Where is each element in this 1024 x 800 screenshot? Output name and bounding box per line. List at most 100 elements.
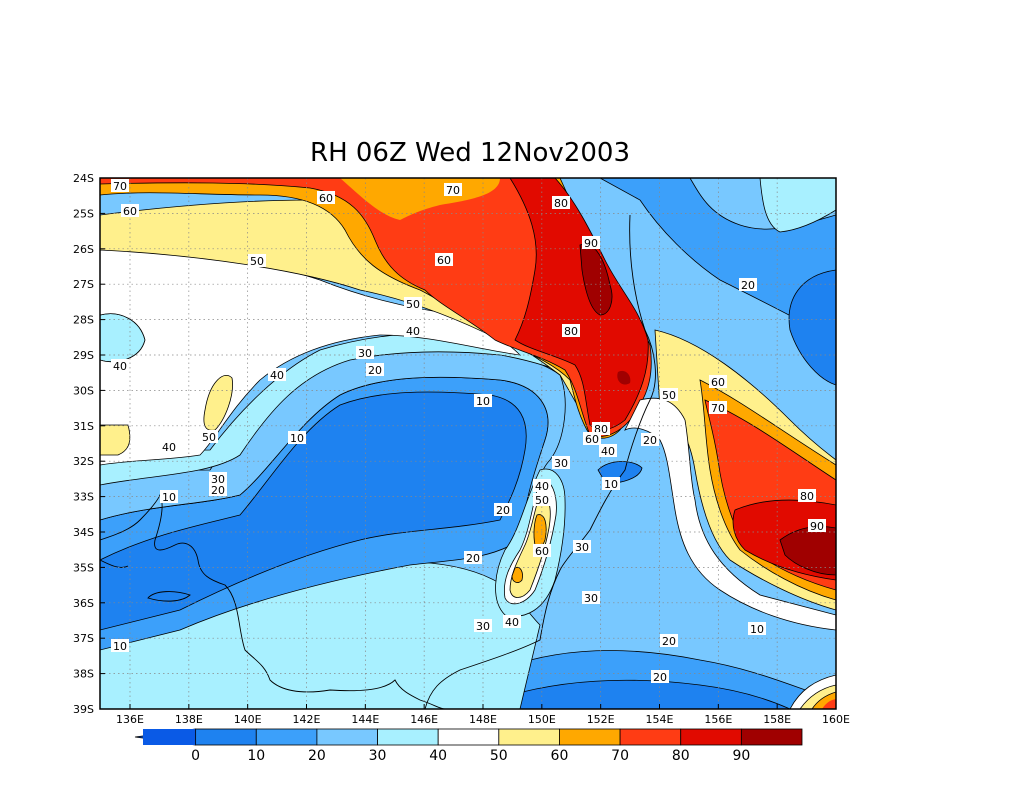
contour-label-bg (573, 540, 591, 553)
lat-label: 33S (73, 491, 94, 504)
lon-label: 140E (234, 713, 262, 726)
contour-label-bg (464, 551, 482, 564)
contour-label: 40 (601, 445, 615, 458)
contour-label: 10 (290, 432, 304, 445)
latitude-axis: 24S 25S 26S 27S 28S 29S 30S 31S 32S 33S 34S 35S 36S 3… (73, 172, 105, 716)
contour-label-bg (709, 401, 727, 414)
contour-label-bg (651, 670, 669, 683)
colorbar-label: 10 (247, 748, 265, 764)
contour-label-bg (709, 375, 727, 388)
field-corner-70 (822, 699, 836, 709)
contour-label-bg (582, 236, 600, 249)
contour-label: 10 (476, 395, 490, 408)
contour-label-bg (160, 490, 178, 503)
lon-label: 142E (293, 713, 321, 726)
lon-label: 152E (587, 713, 615, 726)
coastline-inlet (100, 559, 129, 568)
map-fields (100, 178, 836, 709)
contour-label-bg (660, 634, 678, 647)
contour-label: 30 (358, 347, 372, 360)
contour-label-bg (660, 388, 678, 401)
lon-label: 138E (175, 713, 203, 726)
contour-label: 30 (211, 473, 225, 486)
contour-label: 20 (653, 671, 667, 684)
contour-label-bg (111, 179, 129, 192)
contour-label-bg (583, 432, 601, 445)
lat-label: 38S (73, 668, 94, 681)
lon-label: 146E (410, 713, 438, 726)
contour-label-bg (552, 196, 570, 209)
contour-label: 20 (211, 484, 225, 497)
map-frame (99, 177, 837, 710)
field-neck-40 (624, 397, 836, 631)
contour-label: 30 (476, 620, 490, 633)
colorbar-label: 90 (732, 748, 750, 764)
lat-label: 34S (73, 526, 94, 539)
contour-label: 20 (662, 635, 676, 648)
contour-label: 60 (535, 545, 549, 558)
contour-label: 30 (554, 457, 568, 470)
coastline-east (424, 214, 656, 709)
contour-label-bg (111, 639, 129, 652)
lat-label: 30S (73, 384, 94, 397)
field-core-80 (509, 178, 649, 431)
contour-label: 10 (604, 478, 618, 491)
contour-label-bg (602, 477, 620, 490)
contour-label: 50 (250, 255, 264, 268)
contour-label: 20 (496, 504, 510, 517)
contour-label: 40 (270, 369, 284, 382)
contour-label-bg (494, 503, 512, 516)
colorbar-swatch (559, 728, 621, 746)
contour-label: 40 (113, 360, 127, 373)
colorbar-label: 60 (551, 748, 569, 764)
contour-label: 20 (466, 552, 480, 565)
field-se-10 (469, 679, 791, 709)
colorbar-swatch (316, 728, 378, 746)
colorbar-label: 50 (490, 748, 508, 764)
contour-label: 20 (643, 434, 657, 447)
contour-label: 50 (535, 494, 549, 507)
contour-label: 70 (446, 184, 460, 197)
lat-label: 31S (73, 420, 94, 433)
contour-label: 20 (741, 279, 755, 292)
field-yellow-blob1 (203, 375, 233, 431)
contour-label: 50 (406, 298, 420, 311)
lat-label: 36S (73, 597, 94, 610)
contour-label-bg (562, 324, 580, 337)
colorbar-swatch (255, 728, 318, 746)
contour-label-bg (268, 368, 286, 381)
field-bay-60b (511, 566, 523, 583)
lon-label: 158E (763, 713, 791, 726)
colorbar-swatch (143, 729, 196, 745)
lat-label: 27S (73, 278, 94, 291)
contour-label-bg (641, 433, 659, 446)
contour-label: 60 (437, 254, 451, 267)
contour-label: 10 (113, 640, 127, 653)
contour-label: 80 (800, 490, 814, 503)
contour-label: 30 (584, 592, 598, 605)
contour-label-bg (444, 183, 462, 196)
contour-label-bg (404, 324, 422, 337)
colorbar: 0 10 20 30 40 50 60 70 80 90 (134, 728, 803, 764)
field-core-90 (579, 243, 613, 316)
contour-label-bg (474, 619, 492, 632)
contour-label: 90 (810, 520, 824, 533)
contour-label-bg (248, 254, 266, 267)
contour-label-bg (739, 278, 757, 291)
field-ne-40 (759, 178, 836, 233)
contour-label-bg (160, 440, 178, 453)
colorbar-label: 80 (672, 748, 690, 764)
contour-label-bg (533, 493, 551, 506)
contour-label: 40 (505, 616, 519, 629)
contour-label: 80 (564, 325, 578, 338)
lat-label: 28S (73, 314, 94, 327)
contour-label-bg (209, 483, 227, 496)
contour-label: 60 (123, 205, 137, 218)
colorbar-label: 20 (308, 748, 326, 764)
longitude-axis: 136E 138E 140E 142E 144E 146E 148E 150E 152E 154E… (116, 704, 850, 726)
colorbar-label: 70 (611, 748, 629, 764)
contour-label: 40 (535, 480, 549, 493)
contour-label-bg (317, 191, 335, 204)
contour-label: 60 (711, 376, 725, 389)
